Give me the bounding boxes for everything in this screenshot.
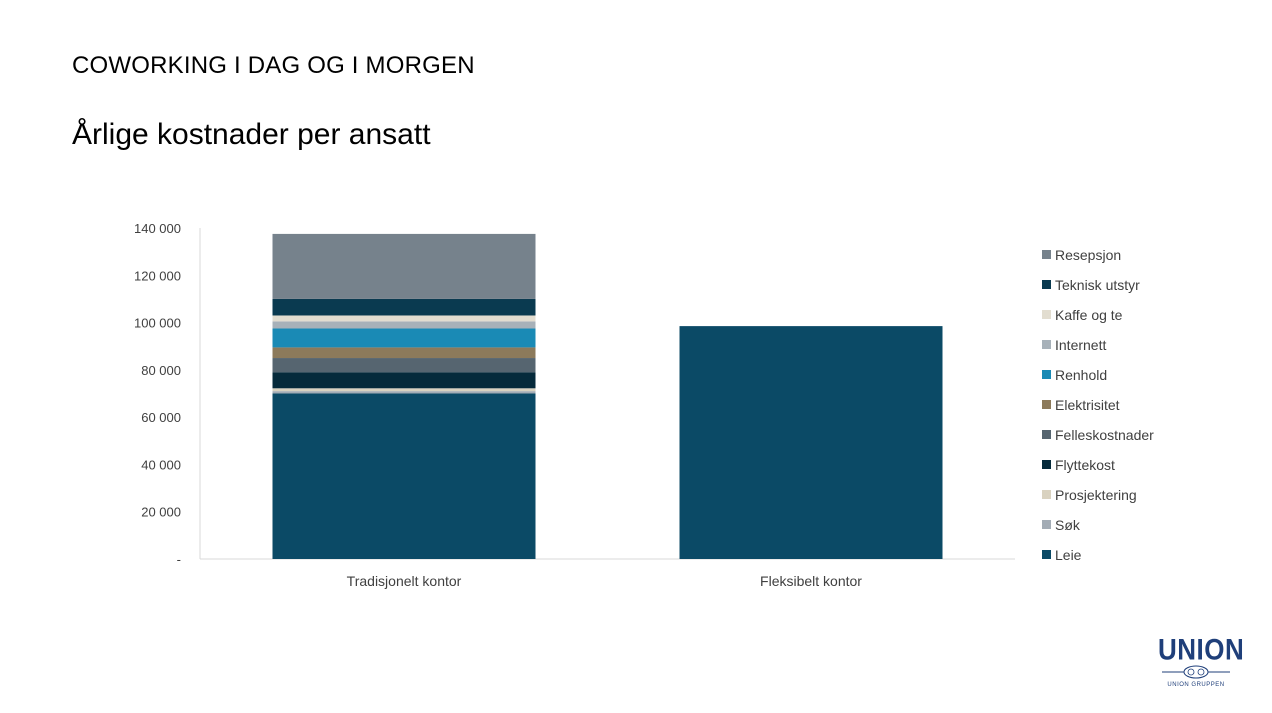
legend-swatch (1042, 550, 1051, 559)
bar-segment-flyttekost (272, 372, 536, 389)
legend-swatch (1042, 430, 1051, 439)
bar-segment-kaffe-og-te (272, 315, 536, 322)
bar-segment-internett (272, 321, 536, 329)
bars (272, 233, 943, 559)
logo-subtitle: UNION GRUPPEN (1167, 682, 1225, 688)
y-tick-label: 80 000 (141, 363, 181, 378)
bar-segment-leie (272, 393, 536, 559)
legend-label: Felleskostnader (1055, 427, 1154, 443)
legend: Resepsjon Teknisk utstyr Kaffe og te Intern… (1042, 247, 1154, 563)
legend-swatch (1042, 280, 1051, 289)
logo-wordmark: UNION (1158, 632, 1245, 667)
legend-label: Teknisk utstyr (1055, 277, 1140, 293)
union-logo: UNION UNION GRUPPEN (1158, 632, 1245, 692)
legend-label: Elektrisitet (1055, 397, 1120, 413)
y-tick-label: 120 000 (134, 268, 181, 283)
y-tick-label: 60 000 (141, 410, 181, 425)
bar-segment-prosjektering (272, 388, 536, 392)
legend-swatch (1042, 250, 1051, 259)
legend-label: Internett (1055, 337, 1106, 353)
legend-label: Søk (1055, 517, 1081, 533)
legend-swatch (1042, 490, 1051, 499)
bar-segment-leie (679, 326, 943, 559)
legend-label: Renhold (1055, 367, 1107, 383)
bar-segment-elektrisitet (272, 347, 536, 359)
y-tick-label: - (177, 552, 181, 567)
legend-label: Kaffe og te (1055, 307, 1123, 323)
bar-segment-teknisk-utstyr (272, 298, 536, 316)
slide-heading: COWORKING I DAG OG I MORGEN (72, 52, 475, 79)
legend-label: Leie (1055, 547, 1082, 563)
slide-subheading: Årlige kostnader per ansatt (72, 118, 431, 151)
legend-swatch (1042, 520, 1051, 529)
category-label: Tradisjonelt kontor (347, 573, 462, 589)
y-tick-label: 20 000 (141, 505, 181, 520)
bar-segment-søk (272, 391, 536, 394)
logo-emblem-icon (1162, 665, 1230, 679)
category-label: Fleksibelt kontor (760, 573, 862, 589)
legend-label: Resepsjon (1055, 247, 1121, 263)
category-labels: Tradisjonelt kontor Fleksibelt kontor (347, 573, 863, 589)
bar-segment-resepsjon (272, 233, 536, 299)
legend-label: Flyttekost (1055, 457, 1115, 473)
legend-swatch (1042, 310, 1051, 319)
y-tick-label: 40 000 (141, 457, 181, 472)
y-tick-label: 100 000 (134, 316, 181, 331)
bar-segment-felleskostnader (272, 358, 536, 373)
legend-swatch (1042, 460, 1051, 469)
legend-swatch (1042, 400, 1051, 409)
legend-label: Prosjektering (1055, 487, 1137, 503)
legend-swatch (1042, 370, 1051, 379)
y-axis-ticks: - 20 000 40 000 60 000 80 000 100 000 120 000 1… (134, 221, 181, 567)
y-tick-label: 140 000 (134, 221, 181, 236)
legend-swatch (1042, 340, 1051, 349)
bar-segment-renhold (272, 328, 536, 348)
